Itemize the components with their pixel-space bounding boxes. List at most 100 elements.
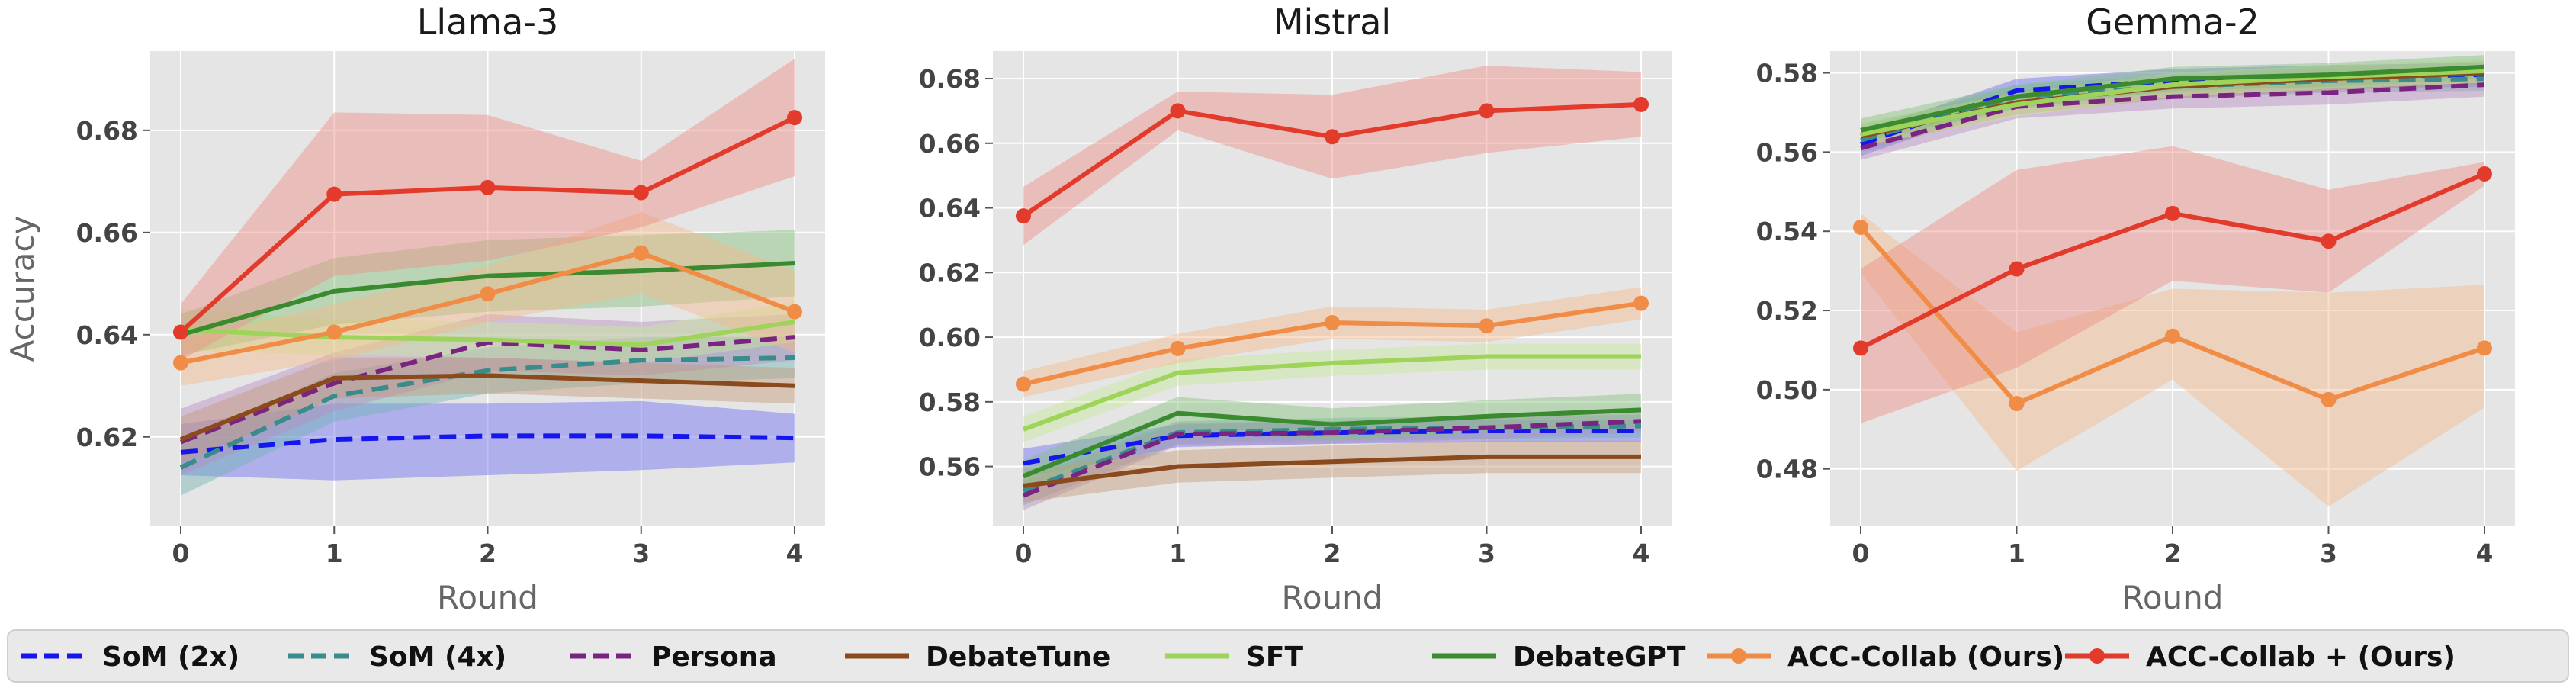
- legend-label: SoM (4x): [369, 641, 506, 673]
- y-tick-label: 0.58: [919, 387, 981, 417]
- legend-label: Persona: [651, 641, 777, 673]
- data-point-acc-collab-ours: [173, 324, 188, 340]
- y-tick-label: 0.48: [1756, 455, 1818, 484]
- x-tick-label: 3: [2320, 539, 2337, 568]
- data-point-acc-collab-ours: [2477, 340, 2492, 356]
- band-sft: [181, 301, 795, 363]
- legend-item-acc-collab-ours: ACC-Collab + (Ours): [2065, 641, 2456, 673]
- x-tick-label: 2: [2164, 539, 2182, 568]
- legend-marker: [1731, 648, 1746, 664]
- chart-panels: 0.62 0.64 0.66 0.68 0 1 2 3 4 Llama-3 Round Accurac…: [4, 2, 2515, 616]
- series-line-persona: [1022, 419, 1642, 498]
- x-tick-label: 0: [1852, 539, 1870, 568]
- y-tick-label: 0.62: [919, 258, 981, 288]
- chart-title: Gemma-2: [2086, 2, 2260, 43]
- x-axis-label: Round: [1282, 579, 1383, 616]
- legend-item-sft: SFT: [1165, 641, 1304, 673]
- data-point-acc-collab-ours: [1170, 340, 1186, 356]
- x-tick-label: 4: [1633, 539, 1650, 568]
- y-tick-label: 0.64: [76, 320, 138, 350]
- data-point-acc-collab-ours: [326, 324, 342, 340]
- y-tick-label: 0.60: [919, 323, 981, 352]
- data-point-acc-collab-ours: [1633, 96, 1649, 112]
- series-line-debategpt: [1022, 407, 1642, 479]
- legend-label: SFT: [1246, 641, 1304, 673]
- data-point-acc-collab-ours: [1479, 318, 1495, 334]
- data-point-acc-collab-ours: [1170, 103, 1186, 119]
- panel-gemma-2: 0.48 0.50 0.52 0.54 0.56 0.58 0 1 2 3 4 Gemma-2 Roun…: [1756, 2, 2515, 616]
- legend-item-acc-collab-ours: ACC-Collab (Ours): [1707, 641, 2064, 673]
- legend-label: SoM (2x): [102, 641, 239, 673]
- legend: SoM (2x) SoM (4x) Persona DebateTune SFT Deba…: [7, 629, 2569, 683]
- data-point-acc-collab-ours: [326, 186, 342, 202]
- y-tick-label: 0.68: [919, 64, 981, 94]
- band-acc-collab-ours: [1861, 146, 2484, 423]
- y-tick-label: 0.68: [76, 116, 138, 146]
- legend-marker: [2089, 648, 2105, 664]
- panel-mistral: 0.56 0.58 0.60 0.62 0.64 0.66 0.68 0 1 2 3 4 Mistral…: [919, 2, 1672, 616]
- legend-label: ACC-Collab + (Ours): [2146, 641, 2456, 673]
- series-line-debatetune: [1023, 454, 1641, 488]
- data-point-acc-collab-ours: [1016, 376, 1031, 392]
- x-tick-label: 3: [1478, 539, 1495, 568]
- data-point-acc-collab-ours: [1853, 340, 1868, 356]
- data-point-acc-collab-ours: [633, 185, 649, 201]
- y-tick-label: 0.62: [76, 423, 138, 452]
- y-tick-label: 0.56: [919, 452, 981, 482]
- x-tick-label: 1: [2008, 539, 2025, 568]
- y-tick-label: 0.64: [919, 194, 981, 223]
- y-axis-label: Accuracy: [4, 216, 41, 362]
- band-som-4x: [1861, 66, 2484, 153]
- legend-item-debatetune: DebateTune: [845, 641, 1110, 673]
- data-point-acc-collab-ours: [1853, 220, 1868, 236]
- series-line-debatetune: [179, 373, 795, 442]
- data-point-acc-collab-ours: [2321, 233, 2337, 249]
- x-tick-label: 0: [172, 539, 190, 568]
- y-tick-label: 0.58: [1756, 59, 1818, 88]
- legend-label: ACC-Collab (Ours): [1787, 641, 2064, 673]
- data-point-acc-collab-ours: [2321, 391, 2337, 407]
- data-point-acc-collab-ours: [2165, 205, 2180, 221]
- x-axis-label: Round: [437, 579, 538, 616]
- x-axis-label: Round: [2122, 579, 2224, 616]
- legend-frame: [7, 629, 2569, 683]
- data-point-acc-collab-ours: [480, 286, 496, 302]
- panel-llama-3: 0.62 0.64 0.66 0.68 0 1 2 3 4 Llama-3 Round Accurac…: [4, 2, 825, 616]
- series-line-som-4x: [179, 355, 795, 470]
- series-line-sft: [180, 320, 795, 348]
- data-point-acc-collab-ours: [2009, 261, 2025, 277]
- legend-item-persona: Persona: [570, 641, 777, 673]
- data-point-acc-collab-ours: [2009, 396, 2025, 412]
- band-acc-collab-ours: [181, 59, 795, 361]
- chart-title: Llama-3: [417, 2, 558, 43]
- x-tick-label: 1: [1169, 539, 1187, 568]
- legend-item-som-2x: SoM (2x): [21, 641, 239, 673]
- y-tick-label: 0.66: [76, 218, 138, 248]
- series-line-debategpt: [1860, 64, 2485, 133]
- band-acc-collab-ours: [1023, 287, 1641, 397]
- data-point-acc-collab-ours: [633, 245, 649, 261]
- x-tick-label: 1: [326, 539, 343, 568]
- data-point-acc-collab-ours: [1633, 295, 1649, 311]
- data-point-acc-collab-ours: [1325, 129, 1340, 145]
- data-point-acc-collab-ours: [2477, 166, 2492, 182]
- x-tick-label: 0: [1015, 539, 1033, 568]
- data-point-acc-collab-ours: [1479, 103, 1495, 119]
- x-tick-label: 4: [786, 539, 804, 568]
- data-point-acc-collab-ours: [1016, 208, 1031, 224]
- band-sft: [1023, 343, 1641, 442]
- data-point-acc-collab-ours: [480, 179, 496, 195]
- y-tick-label: 0.66: [919, 129, 981, 159]
- x-tick-label: 2: [479, 539, 496, 568]
- y-tick-label: 0.56: [1756, 137, 1818, 167]
- data-point-acc-collab-ours: [173, 355, 188, 371]
- y-tick-label: 0.54: [1756, 217, 1818, 246]
- legend-label: DebateTune: [926, 641, 1110, 673]
- series-line-sft: [1022, 354, 1641, 432]
- band-som-2x: [1861, 63, 2484, 156]
- x-tick-label: 4: [2476, 539, 2494, 568]
- band-acc-collab-ours: [1861, 213, 2484, 506]
- x-tick-label: 3: [632, 539, 650, 568]
- y-tick-label: 0.52: [1756, 296, 1818, 326]
